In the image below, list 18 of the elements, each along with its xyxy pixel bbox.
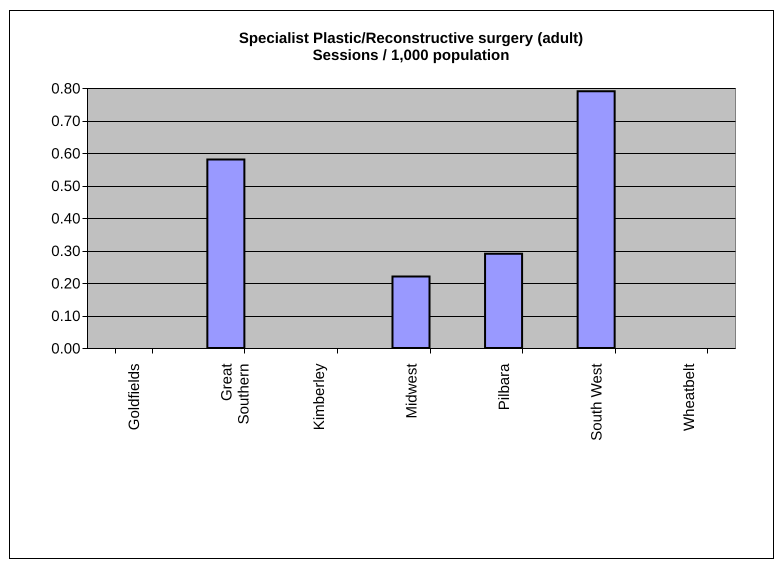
y-tick-label: 0.40 [51,210,80,228]
y-tick-label: 0.60 [51,146,80,162]
x-tick-label: Kimberley [310,363,328,430]
y-tick-label: 0.70 [51,113,80,130]
y-tick-label: 0.80 [51,80,80,98]
x-tick-label: Goldfields [126,364,143,430]
y-tick-label: 0.10 [51,308,80,325]
y-tick-label: 0.30 [51,243,80,260]
chart-title: Specialist Plastic/Reconstructive surgery (adult) [238,30,584,47]
y-tick-label: 0.50 [51,178,80,195]
x-tick-label: Pilbara [496,362,514,410]
chart-subtitle: Sessions / 1,000 population [312,47,510,64]
x-tick-label: Wheatbelt [681,362,698,432]
x-tick-label: Great Southern [218,362,252,424]
x-tick-label: South West [588,362,606,441]
x-tick-label: Midwest [404,362,420,419]
y-tick-label: 0.00 [51,340,80,358]
y-tick-label: 0.20 [51,276,80,292]
